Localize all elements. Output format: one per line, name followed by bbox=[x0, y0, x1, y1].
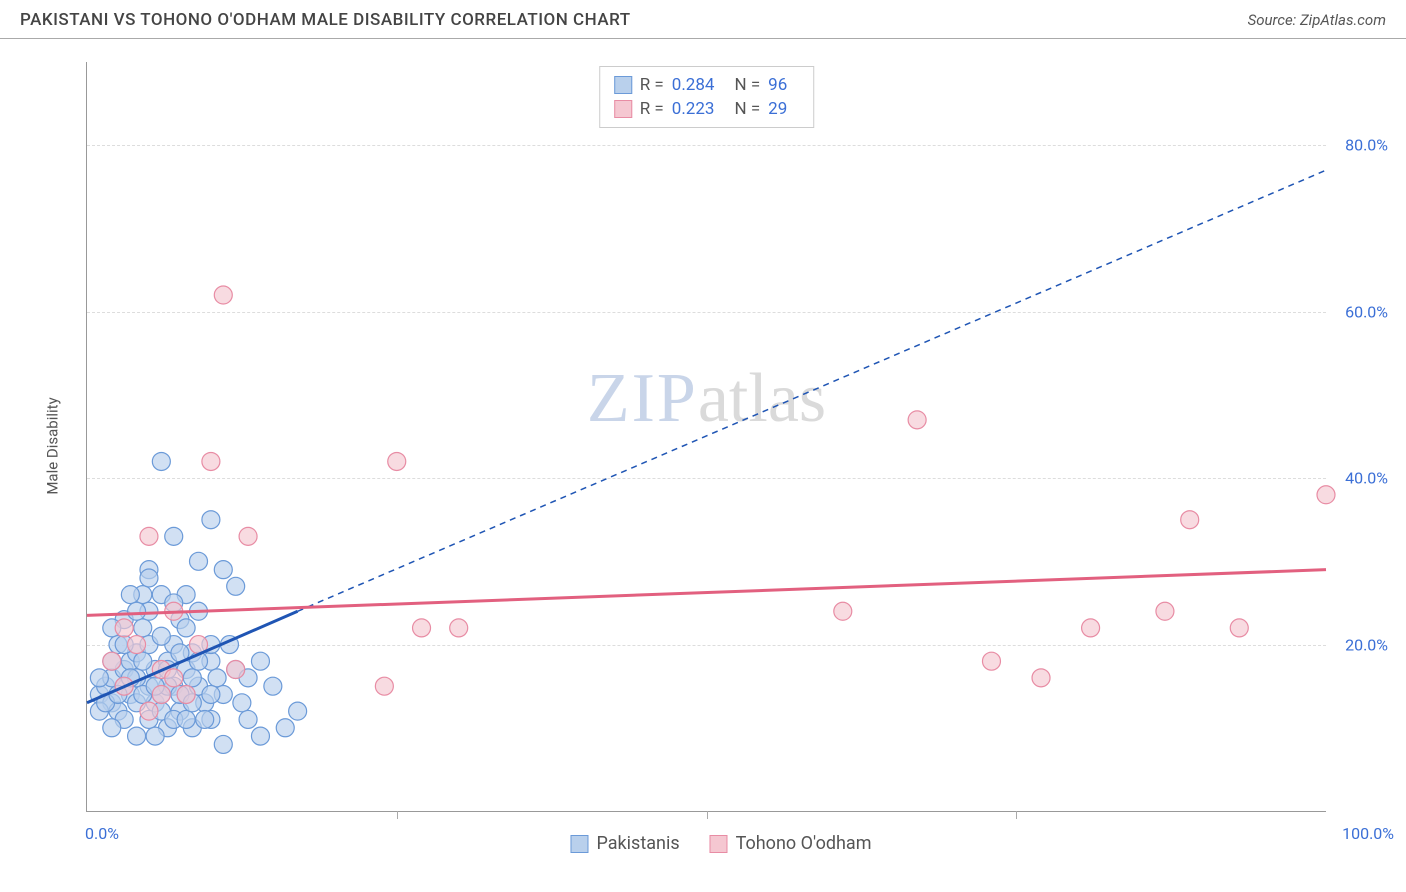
scatter-point bbox=[152, 627, 170, 645]
scatter-point bbox=[140, 569, 158, 587]
scatter-point bbox=[1230, 619, 1248, 637]
scatter-point bbox=[1032, 669, 1050, 687]
scatter-point bbox=[165, 669, 183, 687]
scatter-point bbox=[239, 527, 257, 545]
legend-label: Pakistanis bbox=[596, 833, 679, 854]
scatter-point bbox=[196, 710, 214, 728]
scatter-point bbox=[251, 727, 269, 745]
scatter-point bbox=[165, 527, 183, 545]
scatter-point bbox=[233, 694, 251, 712]
scatter-point bbox=[146, 727, 164, 745]
chart-area: ZIPatlas R =0.284N =96R =0.223N =29 0.0%… bbox=[46, 50, 1396, 862]
legend-label: Tohono O'odham bbox=[736, 833, 872, 854]
scatter-point bbox=[227, 577, 245, 595]
n-label: N = bbox=[734, 75, 760, 95]
scatter-point bbox=[128, 636, 146, 654]
y-tick-label: 60.0% bbox=[1345, 302, 1388, 321]
scatter-point bbox=[177, 710, 195, 728]
scatter-point bbox=[103, 652, 121, 670]
scatter-point bbox=[115, 619, 133, 637]
scatter-point bbox=[177, 685, 195, 703]
legend-swatch bbox=[710, 835, 728, 853]
scatter-point bbox=[251, 652, 269, 670]
r-value: 0.223 bbox=[672, 99, 715, 119]
scatter-point bbox=[140, 527, 158, 545]
scatter-point bbox=[121, 586, 139, 604]
scatter-point bbox=[214, 561, 232, 579]
scatter-point bbox=[450, 619, 468, 637]
scatter-point bbox=[214, 286, 232, 304]
x-tick-mark bbox=[1016, 811, 1017, 819]
scatter-point bbox=[134, 652, 152, 670]
trend-line-extrapolation bbox=[298, 170, 1326, 611]
legend-swatch bbox=[570, 835, 588, 853]
stats-legend-row: R = 0.223 N = 29 bbox=[614, 97, 800, 121]
scatter-point bbox=[128, 602, 146, 620]
scatter-point bbox=[208, 669, 226, 687]
trend-line bbox=[87, 570, 1326, 616]
scatter-point bbox=[202, 452, 220, 470]
chart-source: Source: ZipAtlas.com bbox=[1248, 11, 1386, 29]
x-tick-0: 0.0% bbox=[85, 824, 119, 843]
scatter-point bbox=[375, 677, 393, 695]
n-value: 96 bbox=[768, 75, 787, 95]
y-tick-label: 40.0% bbox=[1345, 469, 1388, 488]
scatter-point bbox=[134, 619, 152, 637]
scatter-point bbox=[908, 411, 926, 429]
scatter-point bbox=[834, 602, 852, 620]
scatter-point bbox=[152, 452, 170, 470]
scatter-point bbox=[982, 652, 1000, 670]
scatter-point bbox=[177, 619, 195, 637]
legend-item: Tohono O'odham bbox=[710, 833, 872, 854]
scatter-point bbox=[239, 710, 257, 728]
scatter-point bbox=[1156, 602, 1174, 620]
scatter-point bbox=[183, 669, 201, 687]
n-label: N = bbox=[734, 99, 760, 119]
scatter-point bbox=[289, 702, 307, 720]
plot-svg bbox=[87, 62, 1326, 811]
scatter-point bbox=[413, 619, 431, 637]
x-tick-mark bbox=[707, 811, 708, 819]
scatter-point bbox=[202, 685, 220, 703]
scatter-point bbox=[1082, 619, 1100, 637]
y-tick-label: 80.0% bbox=[1345, 136, 1388, 155]
x-tick-mark bbox=[397, 811, 398, 819]
r-label: R = bbox=[640, 75, 664, 95]
y-tick-label: 20.0% bbox=[1345, 635, 1388, 654]
scatter-point bbox=[152, 685, 170, 703]
stats-legend: R = 0.284 N = 96 R = 0.223 N = 29 bbox=[599, 66, 815, 128]
scatter-point bbox=[128, 727, 146, 745]
scatter-point bbox=[90, 669, 108, 687]
scatter-point bbox=[227, 661, 245, 679]
chart-header: PAKISTANI VS TOHONO O'ODHAM MALE DISABIL… bbox=[0, 0, 1406, 39]
legend-swatch bbox=[614, 100, 632, 118]
scatter-point bbox=[140, 702, 158, 720]
legend-swatch bbox=[614, 76, 632, 94]
series-legend: Pakistanis Tohono O'odham bbox=[570, 833, 871, 854]
scatter-point bbox=[388, 452, 406, 470]
scatter-point bbox=[202, 511, 220, 529]
n-value: 29 bbox=[768, 99, 787, 119]
stats-legend-row: R = 0.284 N = 96 bbox=[614, 73, 800, 97]
scatter-point bbox=[1317, 486, 1335, 504]
r-label: R = bbox=[640, 99, 664, 119]
scatter-point bbox=[190, 552, 208, 570]
scatter-point bbox=[264, 677, 282, 695]
scatter-point bbox=[276, 719, 294, 737]
plot-region: ZIPatlas R =0.284N =96R =0.223N =29 0.0%… bbox=[86, 62, 1326, 812]
scatter-point bbox=[214, 735, 232, 753]
r-value: 0.284 bbox=[672, 75, 715, 95]
legend-item: Pakistanis bbox=[570, 833, 679, 854]
x-tick-100: 100.0% bbox=[1342, 824, 1394, 843]
scatter-point bbox=[103, 719, 121, 737]
scatter-point bbox=[1181, 511, 1199, 529]
chart-title: PAKISTANI VS TOHONO O'ODHAM MALE DISABIL… bbox=[20, 10, 631, 30]
